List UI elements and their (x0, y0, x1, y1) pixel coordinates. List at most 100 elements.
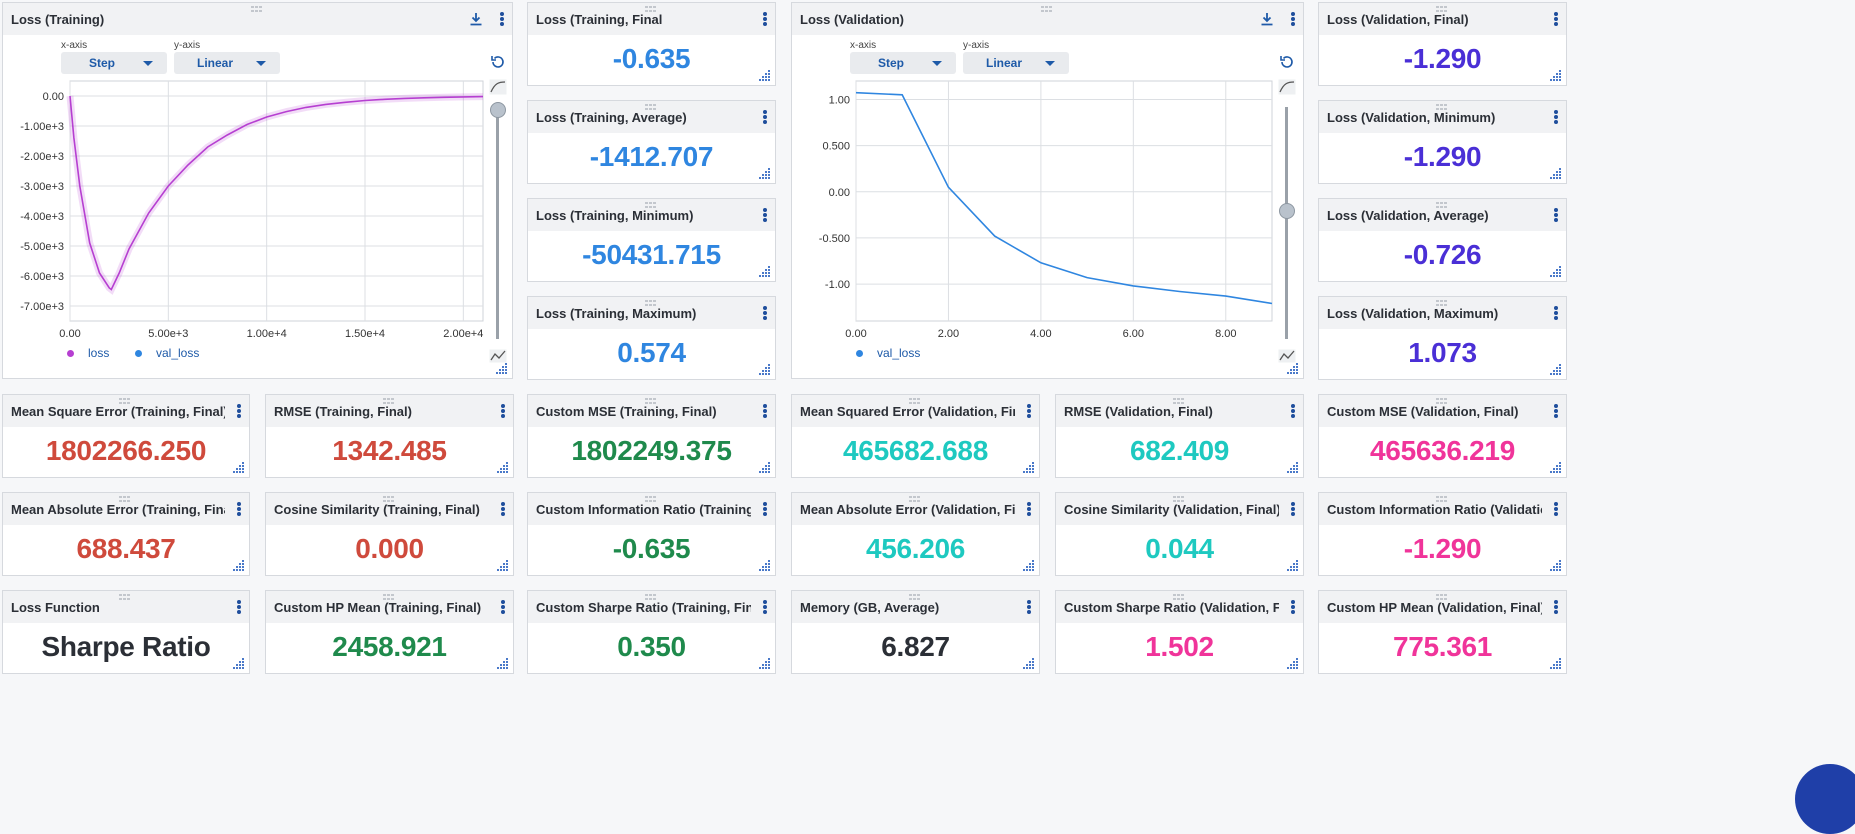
more-options-icon[interactable] (501, 404, 505, 418)
drag-handle-icon[interactable] (1435, 6, 1450, 13)
more-options-icon[interactable] (1291, 502, 1295, 516)
panel-header[interactable] (528, 199, 775, 231)
x-axis-select[interactable]: Step (850, 52, 956, 74)
more-options-icon[interactable] (501, 502, 505, 516)
resize-handle-icon[interactable] (759, 559, 771, 571)
download-icon[interactable] (1259, 11, 1275, 27)
more-options-icon[interactable] (237, 404, 241, 418)
more-options-icon[interactable] (1554, 12, 1558, 26)
panel-header[interactable] (528, 297, 775, 329)
resize-handle-icon[interactable] (759, 363, 771, 375)
panel-header[interactable] (3, 395, 249, 427)
more-options-icon[interactable] (763, 502, 767, 516)
y-axis-select[interactable]: Linear (963, 52, 1069, 74)
more-options-icon[interactable] (1554, 208, 1558, 222)
drag-handle-icon[interactable] (119, 398, 133, 405)
drag-handle-icon[interactable] (1435, 202, 1450, 209)
drag-handle-icon[interactable] (1172, 594, 1187, 601)
resize-handle-icon[interactable] (1550, 363, 1562, 375)
panel-header[interactable] (266, 591, 513, 623)
smoothing-slider-handle[interactable] (1279, 203, 1295, 219)
panel-header[interactable] (1319, 3, 1566, 35)
drag-handle-icon[interactable] (908, 594, 923, 601)
more-options-icon[interactable] (763, 12, 767, 26)
drag-handle-icon[interactable] (1172, 496, 1187, 503)
panel-header[interactable] (266, 395, 513, 427)
panel-header[interactable] (792, 493, 1039, 525)
panel-header[interactable] (792, 3, 1303, 35)
chart-type-icon[interactable] (489, 349, 507, 363)
y-axis-select[interactable]: Linear (174, 52, 280, 74)
resize-handle-icon[interactable] (1550, 167, 1562, 179)
panel-header[interactable] (1056, 395, 1303, 427)
more-options-icon[interactable] (1554, 600, 1558, 614)
more-options-icon[interactable] (763, 600, 767, 614)
drag-handle-icon[interactable] (382, 496, 397, 503)
more-options-icon[interactable] (1291, 12, 1295, 26)
drag-handle-icon[interactable] (644, 496, 659, 503)
smoothing-slider-handle[interactable] (490, 102, 506, 118)
resize-handle-icon[interactable] (233, 657, 245, 669)
drag-handle-icon[interactable] (1435, 104, 1450, 111)
more-options-icon[interactable] (763, 306, 767, 320)
panel-header[interactable] (1319, 493, 1566, 525)
more-options-icon[interactable] (1291, 404, 1295, 418)
drag-handle-icon[interactable] (1435, 496, 1450, 503)
floating-action-button[interactable] (1795, 764, 1855, 834)
panel-header[interactable] (528, 101, 775, 133)
drag-handle-icon[interactable] (644, 202, 659, 209)
more-options-icon[interactable] (1027, 502, 1031, 516)
panel-header[interactable] (3, 3, 512, 35)
more-options-icon[interactable] (501, 600, 505, 614)
legend-item-loss[interactable]: loss (67, 346, 109, 360)
legend-item-val-loss[interactable]: val_loss (856, 346, 920, 360)
smoothing-slider-track[interactable] (496, 107, 499, 339)
training-loss-chart[interactable]: 0.00 -1.00e+3 -2.00e+3 -3.00e+3 -4.00e+3 -5.0… (3, 3, 514, 380)
panel-header[interactable] (1319, 101, 1566, 133)
drag-handle-icon[interactable] (1435, 398, 1450, 405)
more-options-icon[interactable] (1027, 404, 1031, 418)
resize-handle-icon[interactable] (497, 461, 509, 473)
panel-header[interactable] (3, 591, 249, 623)
more-options-icon[interactable] (763, 404, 767, 418)
resize-handle-icon[interactable] (1550, 265, 1562, 277)
panel-header[interactable] (1319, 297, 1566, 329)
reset-zoom-icon[interactable] (489, 53, 507, 71)
smoothing-icon[interactable] (489, 79, 507, 95)
smoothing-icon[interactable] (1278, 79, 1296, 95)
resize-handle-icon[interactable] (759, 167, 771, 179)
resize-handle-icon[interactable] (497, 657, 509, 669)
smoothing-slider-track[interactable] (1285, 107, 1288, 339)
panel-header[interactable] (1319, 395, 1566, 427)
more-options-icon[interactable] (1554, 110, 1558, 124)
more-options-icon[interactable] (237, 600, 241, 614)
more-options-icon[interactable] (500, 12, 504, 26)
panel-header[interactable] (528, 395, 775, 427)
resize-handle-icon[interactable] (1287, 362, 1299, 374)
panel-header[interactable] (1056, 591, 1303, 623)
resize-handle-icon[interactable] (1550, 657, 1562, 669)
validation-loss-chart[interactable]: 1.00 0.500 0.00 -0.500 -1.00 0.00 2.00 4.00 6.0… (792, 3, 1305, 380)
more-options-icon[interactable] (763, 110, 767, 124)
panel-header[interactable] (528, 3, 775, 35)
drag-handle-icon[interactable] (382, 594, 397, 601)
drag-handle-icon[interactable] (1435, 300, 1450, 307)
resize-handle-icon[interactable] (1287, 559, 1299, 571)
drag-handle-icon[interactable] (908, 398, 923, 405)
panel-header[interactable] (3, 493, 249, 525)
resize-handle-icon[interactable] (496, 362, 508, 374)
drag-handle-icon[interactable] (382, 398, 397, 405)
more-options-icon[interactable] (237, 502, 241, 516)
panel-header[interactable] (1319, 591, 1566, 623)
drag-handle-icon[interactable] (644, 300, 659, 307)
drag-handle-icon[interactable] (1040, 6, 1055, 13)
drag-handle-icon[interactable] (119, 594, 133, 601)
legend-item-val-loss[interactable]: val_loss (135, 346, 199, 360)
resize-handle-icon[interactable] (1023, 461, 1035, 473)
x-axis-select[interactable]: Step (61, 52, 167, 74)
drag-handle-icon[interactable] (250, 6, 265, 13)
panel-header[interactable] (266, 493, 513, 525)
chart-type-icon[interactable] (1278, 349, 1296, 363)
drag-handle-icon[interactable] (1172, 398, 1187, 405)
resize-handle-icon[interactable] (1550, 461, 1562, 473)
